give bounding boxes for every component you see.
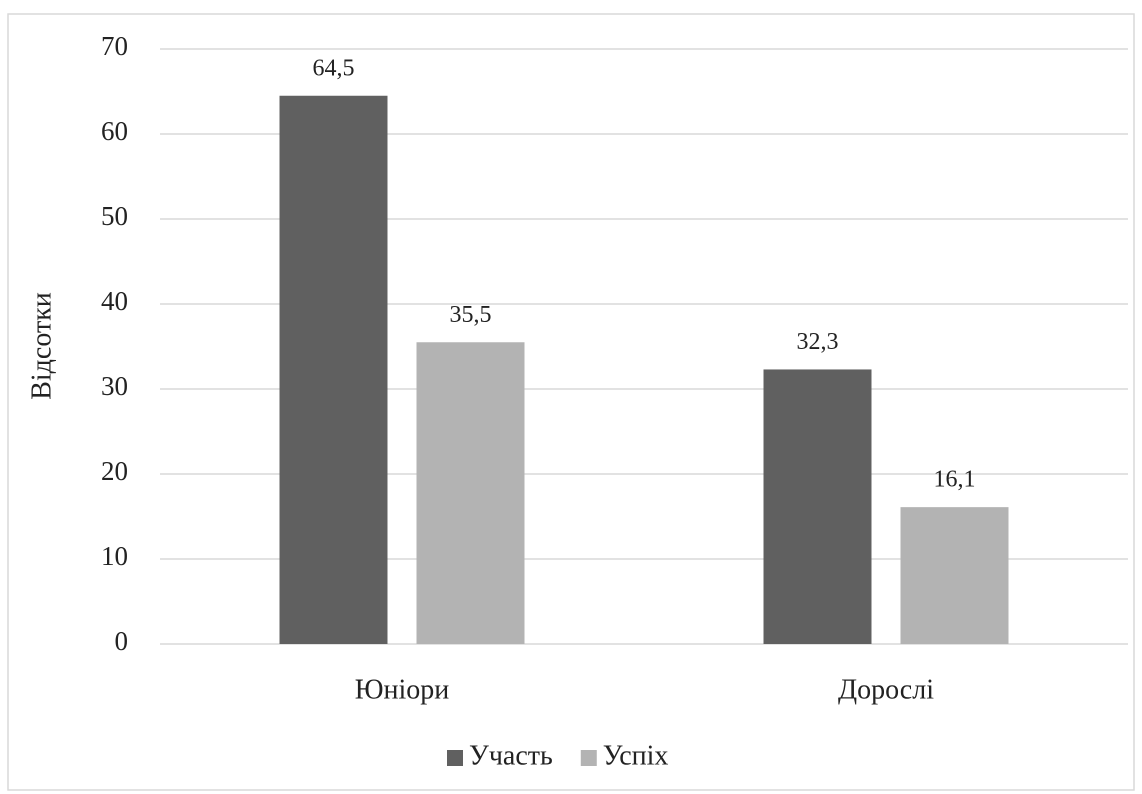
legend-label: Участь xyxy=(469,740,553,771)
x-tick-label: Юніори xyxy=(355,674,450,705)
bar xyxy=(763,369,872,644)
y-tick-label: 10 xyxy=(101,541,128,571)
y-tick-label: 0 xyxy=(115,626,129,656)
legend-swatch xyxy=(447,750,463,766)
y-tick-label: 50 xyxy=(101,201,128,231)
data-label: 16,1 xyxy=(934,467,976,493)
bar xyxy=(416,342,525,644)
y-tick-label: 60 xyxy=(101,116,128,146)
data-label: 32,3 xyxy=(797,329,839,355)
y-axis-label: Відсотки xyxy=(26,292,57,400)
data-label: 35,5 xyxy=(450,302,492,328)
y-tick-label: 40 xyxy=(101,286,128,316)
bar xyxy=(279,95,388,644)
y-tick-label: 30 xyxy=(101,371,128,401)
y-tick-label: 20 xyxy=(101,456,128,486)
chart-frame xyxy=(7,13,1135,791)
data-label: 64,5 xyxy=(313,55,355,81)
bar xyxy=(900,507,1009,644)
x-tick-label: Дорослі xyxy=(838,674,934,705)
legend-swatch xyxy=(580,750,597,766)
y-tick-label: 70 xyxy=(101,31,128,61)
legend-label: Успіх xyxy=(603,740,669,771)
